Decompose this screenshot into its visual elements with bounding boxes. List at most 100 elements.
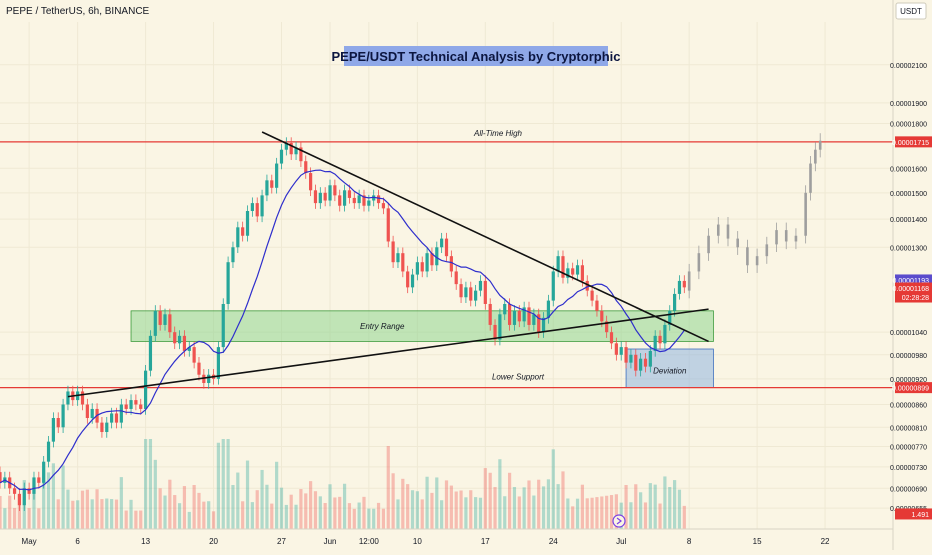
candle-body <box>624 347 628 363</box>
volume-bar <box>129 499 133 529</box>
projection-body <box>707 235 710 254</box>
candle-body <box>575 265 580 275</box>
candle-body <box>255 203 259 217</box>
candle-body <box>474 290 478 301</box>
candle-body <box>163 314 167 325</box>
candle-body <box>663 324 667 344</box>
candle-body <box>289 142 293 155</box>
time-ticks: May 6 13 20 27 Jun 12:00 10 17 24 Jul 8 15 22 <box>22 537 830 546</box>
volume-bar <box>216 442 220 529</box>
candle-body <box>673 293 677 311</box>
candle-body <box>605 321 609 333</box>
candle-body <box>483 280 487 304</box>
time-tick-label: 22 <box>821 537 830 546</box>
volume-bar <box>153 459 157 529</box>
volume-bar <box>8 495 12 529</box>
volume-bar <box>260 469 264 529</box>
volume-bar <box>551 449 555 529</box>
volume-bar <box>653 484 657 529</box>
price-tag <box>895 382 932 394</box>
currency-label: USDT <box>900 7 922 16</box>
price-tag-label: 1.491 <box>911 512 929 519</box>
candle-body <box>469 287 473 301</box>
volume-bar <box>124 510 128 529</box>
volume-bar <box>430 492 434 529</box>
price-tick-label: 0.00000920 <box>890 377 927 384</box>
volume-bar <box>362 496 366 529</box>
volume-bar <box>95 489 99 529</box>
candle-body <box>522 307 526 322</box>
candle-body <box>221 303 225 348</box>
candle-body <box>100 422 104 433</box>
projection-body <box>794 235 798 242</box>
volume-bar <box>309 481 313 529</box>
candle-body <box>119 404 123 423</box>
volume-bar <box>139 510 143 529</box>
volume-bar <box>134 510 138 529</box>
price-tag-label: 0.00001168 <box>893 286 930 293</box>
zone-layer <box>130 310 714 389</box>
volume-bar <box>32 481 36 529</box>
volume-bar <box>391 473 395 529</box>
volume-bar <box>541 486 546 529</box>
candle-body <box>37 477 41 483</box>
volume-bar <box>673 480 677 529</box>
candle-body <box>309 173 313 191</box>
projection-body <box>809 163 812 193</box>
candle-body <box>110 413 114 423</box>
volume-bar <box>517 496 521 529</box>
projection-body <box>755 256 759 266</box>
candle-body <box>338 195 342 206</box>
volume-bar <box>585 498 589 529</box>
volume-bar <box>90 499 94 529</box>
candle-body <box>372 195 376 201</box>
price-tick-label: 0.00000980 <box>890 353 927 360</box>
volume-bar <box>648 483 652 529</box>
projection-layer <box>687 133 822 299</box>
candle-body <box>46 441 51 462</box>
volume-bar <box>668 487 672 529</box>
volume-bar <box>682 505 686 529</box>
volume-bar <box>609 495 614 529</box>
time-tick-label: Jun <box>324 537 337 546</box>
candle-body <box>323 192 327 201</box>
volume-bar <box>435 477 439 529</box>
volume-bar <box>512 487 517 529</box>
volume-bar <box>71 500 75 529</box>
live-indicator-icon[interactable] <box>612 514 626 528</box>
volume-bar <box>42 469 46 529</box>
candle-body <box>134 400 138 405</box>
candle-body <box>352 197 356 204</box>
candle-body <box>410 274 415 288</box>
volume-bar <box>527 480 531 529</box>
candle-body <box>503 303 507 315</box>
candle-body <box>546 300 551 318</box>
volume-bar <box>449 485 453 529</box>
volume-bar <box>396 499 400 529</box>
candle-body <box>139 404 143 409</box>
candle-body <box>566 268 570 278</box>
level-label: All-Time High <box>473 129 522 138</box>
symbol-label: PEPE / TetherUS, 6h, BINANCE <box>6 6 150 17</box>
candle-body <box>677 280 682 294</box>
candle-body <box>66 391 70 405</box>
volume-bar <box>163 495 167 529</box>
time-tick-label: 17 <box>481 537 490 546</box>
price-tick-label: 0.00000690 <box>890 486 927 493</box>
price-tag <box>895 508 932 520</box>
currency-box[interactable] <box>895 2 927 20</box>
candle-body <box>580 265 584 281</box>
candle-body <box>27 488 31 494</box>
volume-bar <box>639 492 643 529</box>
volume-bar <box>114 499 119 529</box>
volume-bar <box>158 488 162 529</box>
candle-body <box>270 180 274 188</box>
time-tick-label: 24 <box>549 537 558 546</box>
candle-body <box>367 200 371 206</box>
time-tick-label: 8 <box>687 537 692 546</box>
candle-body <box>42 461 46 483</box>
candle-body <box>105 422 109 433</box>
price-tag <box>895 136 932 148</box>
volume-bar <box>415 491 419 529</box>
